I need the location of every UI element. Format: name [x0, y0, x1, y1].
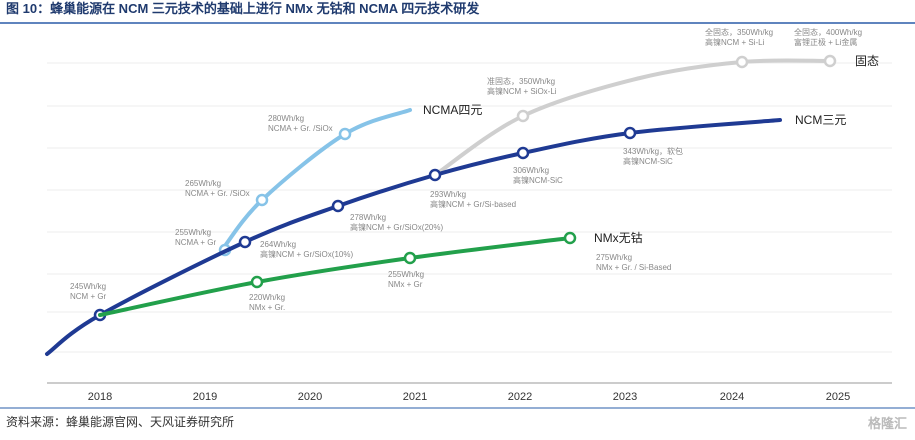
curve: [433, 58, 832, 177]
annotation: 278Wh/kg: [350, 213, 386, 222]
annotation: 高镍NCM + Gr/Si-based: [430, 199, 516, 209]
x-tick-label: 2018: [88, 391, 112, 403]
curve-label: 固态: [855, 54, 879, 68]
source: 资料来源：蜂巢能源官网、天风证券研究所: [6, 414, 234, 429]
x-tick-label: 2024: [720, 391, 744, 403]
annotation: 306Wh/kg: [513, 166, 549, 175]
annotation: 全固态，400Wh/kg: [794, 27, 862, 37]
annotation: NCM + Gr: [70, 292, 107, 301]
node: [250, 275, 264, 289]
annotation: NCMA + Gr: [175, 238, 216, 247]
x-tick-label: 2022: [508, 391, 532, 403]
annotation: NCMA + Gr. /SiOx: [268, 124, 333, 133]
node: [255, 193, 269, 207]
x-tick-label: 2019: [193, 391, 217, 403]
annotation: 全固态，350Wh/kg: [705, 27, 773, 37]
annotation: 264Wh/kg: [260, 240, 296, 249]
annotation: 280Wh/kg: [268, 114, 304, 123]
annotation: 高镍NCM + Gr/SiOx(20%): [350, 222, 443, 232]
node: [516, 109, 530, 123]
node: [238, 235, 252, 249]
x-tick-label: 2023: [613, 391, 637, 403]
annotation: 343Wh/kg，软包: [623, 146, 683, 156]
annotation: 高镍NCM-SiC: [513, 175, 563, 185]
annotation: 275Wh/kg: [596, 253, 632, 262]
annotation: 220Wh/kg: [249, 293, 285, 302]
node: [403, 251, 417, 265]
curve: [98, 236, 572, 317]
node: [331, 199, 345, 213]
node: [735, 55, 749, 69]
annotation: 265Wh/kg: [185, 179, 221, 188]
node: [428, 168, 442, 182]
node: [338, 127, 352, 141]
annotation: 255Wh/kg: [175, 228, 211, 237]
annotation: NCMA + Gr. /SiOx: [185, 189, 250, 198]
x-tick-label: 2021: [403, 391, 427, 403]
annotation: 准固态，350Wh/kg: [487, 76, 555, 86]
annotation: NMx + Gr.: [249, 303, 285, 312]
node: [623, 126, 637, 140]
x-tick-label: 2025: [826, 391, 850, 403]
annotation: 高镍NCM + Si-Li: [705, 37, 765, 47]
annotation: 高镍NCM + Gr/SiOx(10%): [260, 249, 353, 259]
x-tick-label: 2020: [298, 391, 322, 403]
annotation: 高镍NCM-SiC: [623, 156, 673, 166]
curve: [220, 108, 412, 252]
node: [516, 146, 530, 160]
annotation: 255Wh/kg: [388, 270, 424, 279]
annotation: 245Wh/kg: [70, 282, 106, 291]
annotation: NMx + Gr: [388, 280, 423, 289]
curve-label: NCM三元: [795, 113, 846, 127]
node: [823, 54, 837, 68]
grid: [47, 62, 892, 353]
annotation: NMx + Gr. / Si-Based: [596, 263, 671, 272]
curve-label: NCMA四元: [423, 103, 482, 117]
annotation: 富锂正极 + Li金属: [794, 37, 857, 47]
annotation: 高镍NCM + SiOx-Li: [487, 86, 557, 96]
annotation: 293Wh/kg: [430, 190, 466, 199]
curve-label: NMx无钴: [594, 230, 643, 245]
title: 图 10：蜂巢能源在 NCM 三元技术的基础上进行 NMx 无钴和 NCMA 四…: [6, 1, 480, 16]
watermark: 格隆汇: [868, 416, 907, 431]
node: [563, 231, 577, 245]
